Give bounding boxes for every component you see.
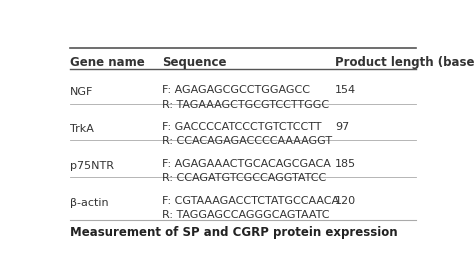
Text: β-actin: β-actin <box>70 198 109 208</box>
Text: 120: 120 <box>335 196 356 206</box>
Text: R: TAGAAAGCTGCGTCCTTGGC: R: TAGAAAGCTGCGTCCTTGGC <box>162 99 329 110</box>
Text: TrkA: TrkA <box>70 124 94 134</box>
Text: 154: 154 <box>335 85 356 95</box>
Text: p75NTR: p75NTR <box>70 161 114 171</box>
Text: F: GACCCCATCCCTGTCTCCTT: F: GACCCCATCCCTGTCTCCTT <box>162 122 321 132</box>
Text: 97: 97 <box>335 122 349 132</box>
Text: Sequence: Sequence <box>162 56 227 69</box>
Text: 185: 185 <box>335 159 356 169</box>
Text: F: AGAGAGCGCCTGGAGCC: F: AGAGAGCGCCTGGAGCC <box>162 85 310 95</box>
Text: R: TAGGAGCCAGGGCAGTAATC: R: TAGGAGCCAGGGCAGTAATC <box>162 210 329 220</box>
Text: R: CCAGATGTCGCCAGGTATCC: R: CCAGATGTCGCCAGGTATCC <box>162 173 327 183</box>
Text: Product length (base pairs): Product length (base pairs) <box>335 56 474 69</box>
Text: R: CCACAGAGACCCCAAAAGGT: R: CCACAGAGACCCCAAAAGGT <box>162 136 332 146</box>
Text: Measurement of SP and CGRP protein expression: Measurement of SP and CGRP protein expre… <box>70 227 398 239</box>
Text: NGF: NGF <box>70 87 94 97</box>
Text: F: CGTAAAGACCTCTATGCCAACA: F: CGTAAAGACCTCTATGCCAACA <box>162 196 339 206</box>
Text: Gene name: Gene name <box>70 56 145 69</box>
Text: F: AGAGAAACTGCACAGCGACA: F: AGAGAAACTGCACAGCGACA <box>162 159 331 169</box>
